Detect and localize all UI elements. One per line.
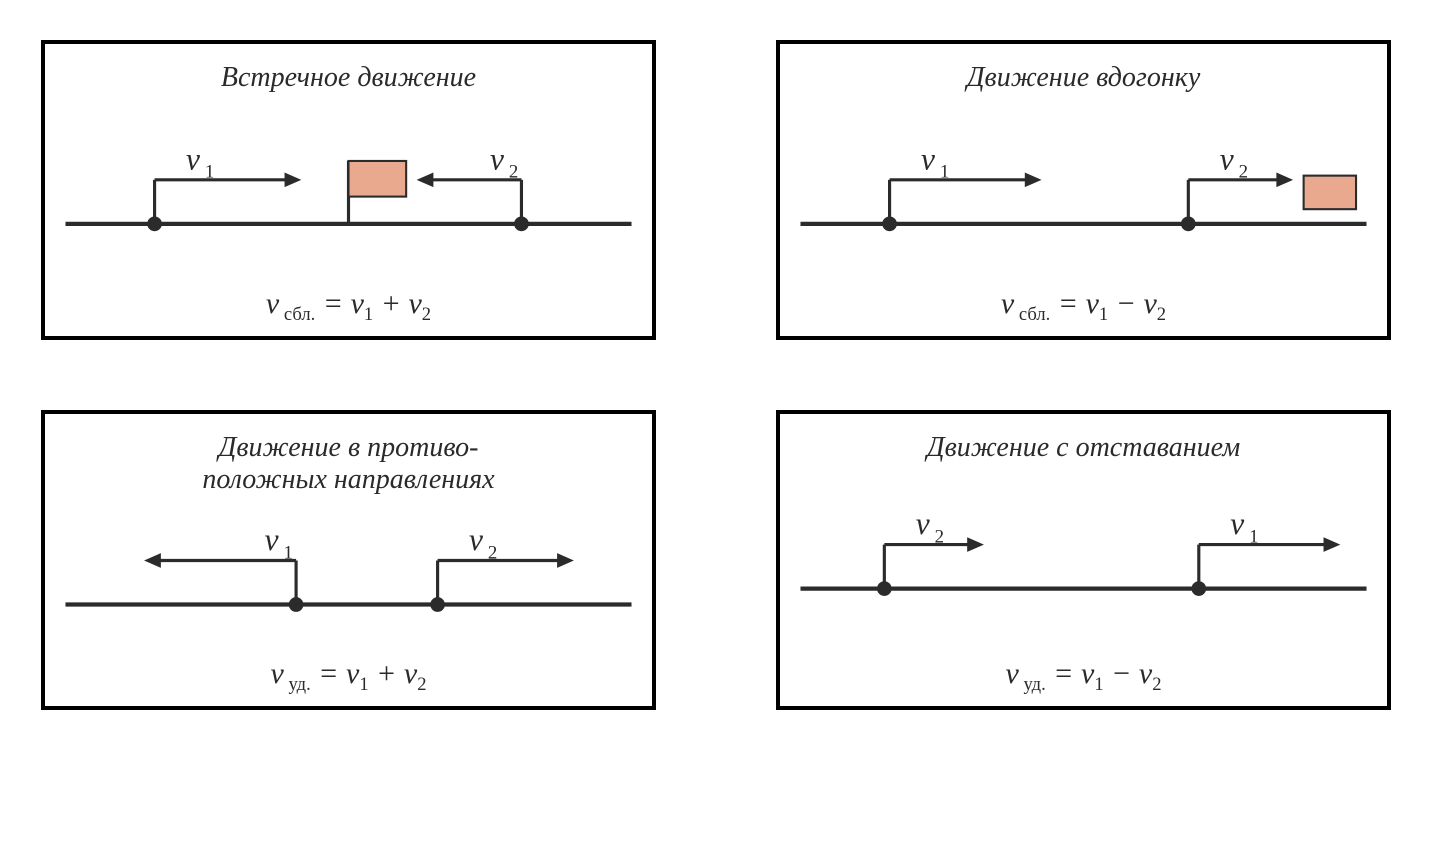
svg-text:1: 1 (284, 543, 293, 564)
svg-text:1: 1 (1249, 527, 1258, 548)
svg-text:v: v (1230, 506, 1244, 541)
panel-formula: v уд. = v1 − v2 (1006, 657, 1162, 696)
diagram-grid: Встречное движение v1v2 v сбл. = v1 + v2… (41, 40, 1391, 710)
panel-formula: v уд. = v1 + v2 (271, 657, 427, 696)
svg-text:2: 2 (1239, 162, 1248, 183)
svg-text:v: v (921, 142, 935, 177)
panel-title: Движение вдогонку (967, 62, 1201, 94)
svg-text:1: 1 (940, 162, 949, 183)
panel-lag: Движение с отставанием v2v1 v уд. = v1 −… (776, 410, 1391, 710)
svg-text:v: v (916, 506, 930, 541)
panel-oncoming: Встречное движение v1v2 v сбл. = v1 + v2 (41, 40, 656, 340)
panel-title: Движение с отставанием (927, 432, 1240, 464)
svg-text:2: 2 (509, 162, 518, 183)
panel-formula: v сбл. = v1 − v2 (1001, 287, 1166, 326)
svg-text:v: v (1220, 142, 1234, 177)
svg-text:1: 1 (205, 162, 214, 183)
panel-chase: Движение вдогонку v1v2 v сбл. = v1 − v2 (776, 40, 1391, 340)
svg-text:v: v (186, 142, 200, 177)
diagram-svg: v1v2 (55, 504, 642, 653)
svg-text:v: v (265, 522, 279, 557)
panel-opposite: Движение в противо-положных направлениях… (41, 410, 656, 710)
svg-text:v: v (469, 522, 483, 557)
panel-formula: v сбл. = v1 + v2 (266, 287, 431, 326)
svg-text:2: 2 (488, 543, 497, 564)
diagram-svg: v1v2 (790, 102, 1377, 283)
svg-text:2: 2 (935, 527, 944, 548)
diagram-svg: v2v1 (790, 472, 1377, 653)
panel-title: Встречное движение (221, 62, 476, 94)
panel-title: Движение в противо-положных направлениях (202, 432, 494, 496)
svg-text:v: v (490, 142, 504, 177)
diagram-svg: v1v2 (55, 102, 642, 283)
